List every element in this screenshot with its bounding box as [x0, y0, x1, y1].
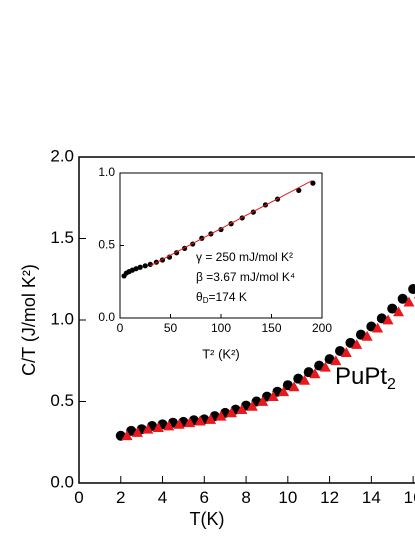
- circle-marker: [142, 263, 148, 269]
- triangle-marker: [257, 396, 269, 406]
- triangle-marker: [215, 410, 227, 421]
- triangle-marker: [194, 415, 206, 426]
- circle-marker: [314, 360, 325, 371]
- triangle-marker: [351, 338, 363, 349]
- annotation-subscript: 2: [387, 376, 396, 393]
- circle-marker: [137, 264, 143, 270]
- circle-marker: [387, 303, 398, 314]
- triangle-marker: [393, 306, 404, 317]
- y-tick-label: 0.5: [50, 391, 74, 410]
- circle-marker: [166, 254, 173, 260]
- circle-marker: [355, 329, 366, 340]
- x-tick-label: 16: [404, 488, 415, 507]
- circle-marker: [296, 187, 302, 193]
- y-tick-label: 0.0: [98, 310, 115, 324]
- triangle-marker: [403, 296, 415, 307]
- x-tick-label: 0: [74, 488, 83, 507]
- circle-marker: [324, 354, 335, 365]
- triangle-marker: [142, 423, 154, 434]
- circle-marker: [397, 293, 408, 304]
- x-tick-label: 12: [320, 488, 339, 507]
- x-tick-label: 2: [116, 488, 125, 507]
- y-tick-label: 1.0: [98, 165, 115, 179]
- circle-marker: [310, 180, 316, 186]
- triangle-marker: [131, 426, 143, 437]
- triangle-marker: [236, 404, 248, 415]
- annotation: PuPt2: [335, 363, 396, 393]
- y-tick-label: 1.0: [50, 309, 74, 328]
- triangle-marker: [372, 322, 384, 333]
- triangle-marker: [184, 417, 196, 428]
- x-tick-label: 14: [362, 488, 381, 507]
- triangle-marker: [340, 347, 352, 357]
- annotation: θD=174 K: [196, 290, 247, 305]
- circle-marker: [282, 380, 293, 391]
- y-tick-label: 1.5: [50, 228, 74, 247]
- y-axis-label: C/T (J/mol K²): [19, 264, 39, 376]
- annotation-text: =174 K: [208, 290, 246, 304]
- annotation-text: γ = 250 mJ/mol K²: [196, 250, 293, 264]
- circle-marker: [376, 313, 387, 324]
- circle-marker: [133, 266, 139, 272]
- y-tick-label: 0.5: [98, 238, 115, 252]
- triangle-marker: [361, 330, 373, 341]
- fit-line: [150, 180, 313, 267]
- x-axis-label: T² (K²): [202, 346, 240, 361]
- triangle-marker: [163, 420, 175, 431]
- x-tick-label: 8: [241, 488, 250, 507]
- annotation-text: PuPt: [335, 363, 387, 390]
- triangle-marker: [152, 422, 164, 432]
- x-tick-label: 200: [312, 321, 332, 335]
- triangle-marker: [246, 400, 258, 411]
- x-tick-label: 50: [164, 321, 178, 335]
- annotation-subscript: D: [203, 296, 209, 305]
- triangle-marker: [267, 391, 279, 402]
- circle-marker: [293, 373, 304, 384]
- triangle-marker: [173, 418, 185, 429]
- x-tick-label: 150: [261, 321, 281, 335]
- y-tick-label: 0.0: [50, 472, 74, 491]
- triangle-marker: [309, 368, 321, 379]
- annotation-text: β =3.67 mJ/mol K⁴: [196, 270, 295, 284]
- triangle-marker: [225, 407, 237, 418]
- circle-marker: [366, 321, 377, 332]
- circle-marker: [345, 337, 356, 348]
- x-tick-label: 6: [200, 488, 209, 507]
- x-tick-label: 4: [158, 488, 167, 507]
- annotation-text: θ: [196, 290, 203, 304]
- triangle-marker: [382, 314, 394, 325]
- triangle-marker: [330, 355, 342, 366]
- annotation: γ = 250 mJ/mol K²: [196, 250, 293, 264]
- circle-marker: [303, 367, 314, 378]
- triangle-marker: [121, 430, 133, 441]
- x-tick-label: 100: [211, 321, 231, 335]
- circle-marker: [408, 284, 415, 295]
- triangle-marker: [278, 386, 290, 397]
- triangle-marker: [299, 374, 311, 385]
- circle-marker: [335, 345, 346, 356]
- x-tick-label: 0: [117, 321, 124, 335]
- triangle-marker: [319, 361, 331, 372]
- x-axis-label: T(K): [190, 509, 225, 529]
- annotation: β =3.67 mJ/mol K⁴: [196, 270, 295, 284]
- triangle-marker: [288, 381, 300, 392]
- triangle-marker: [205, 413, 217, 424]
- plot-area: [119, 172, 323, 319]
- y-tick-label: 2.0: [50, 146, 74, 165]
- x-tick-label: 10: [278, 488, 297, 507]
